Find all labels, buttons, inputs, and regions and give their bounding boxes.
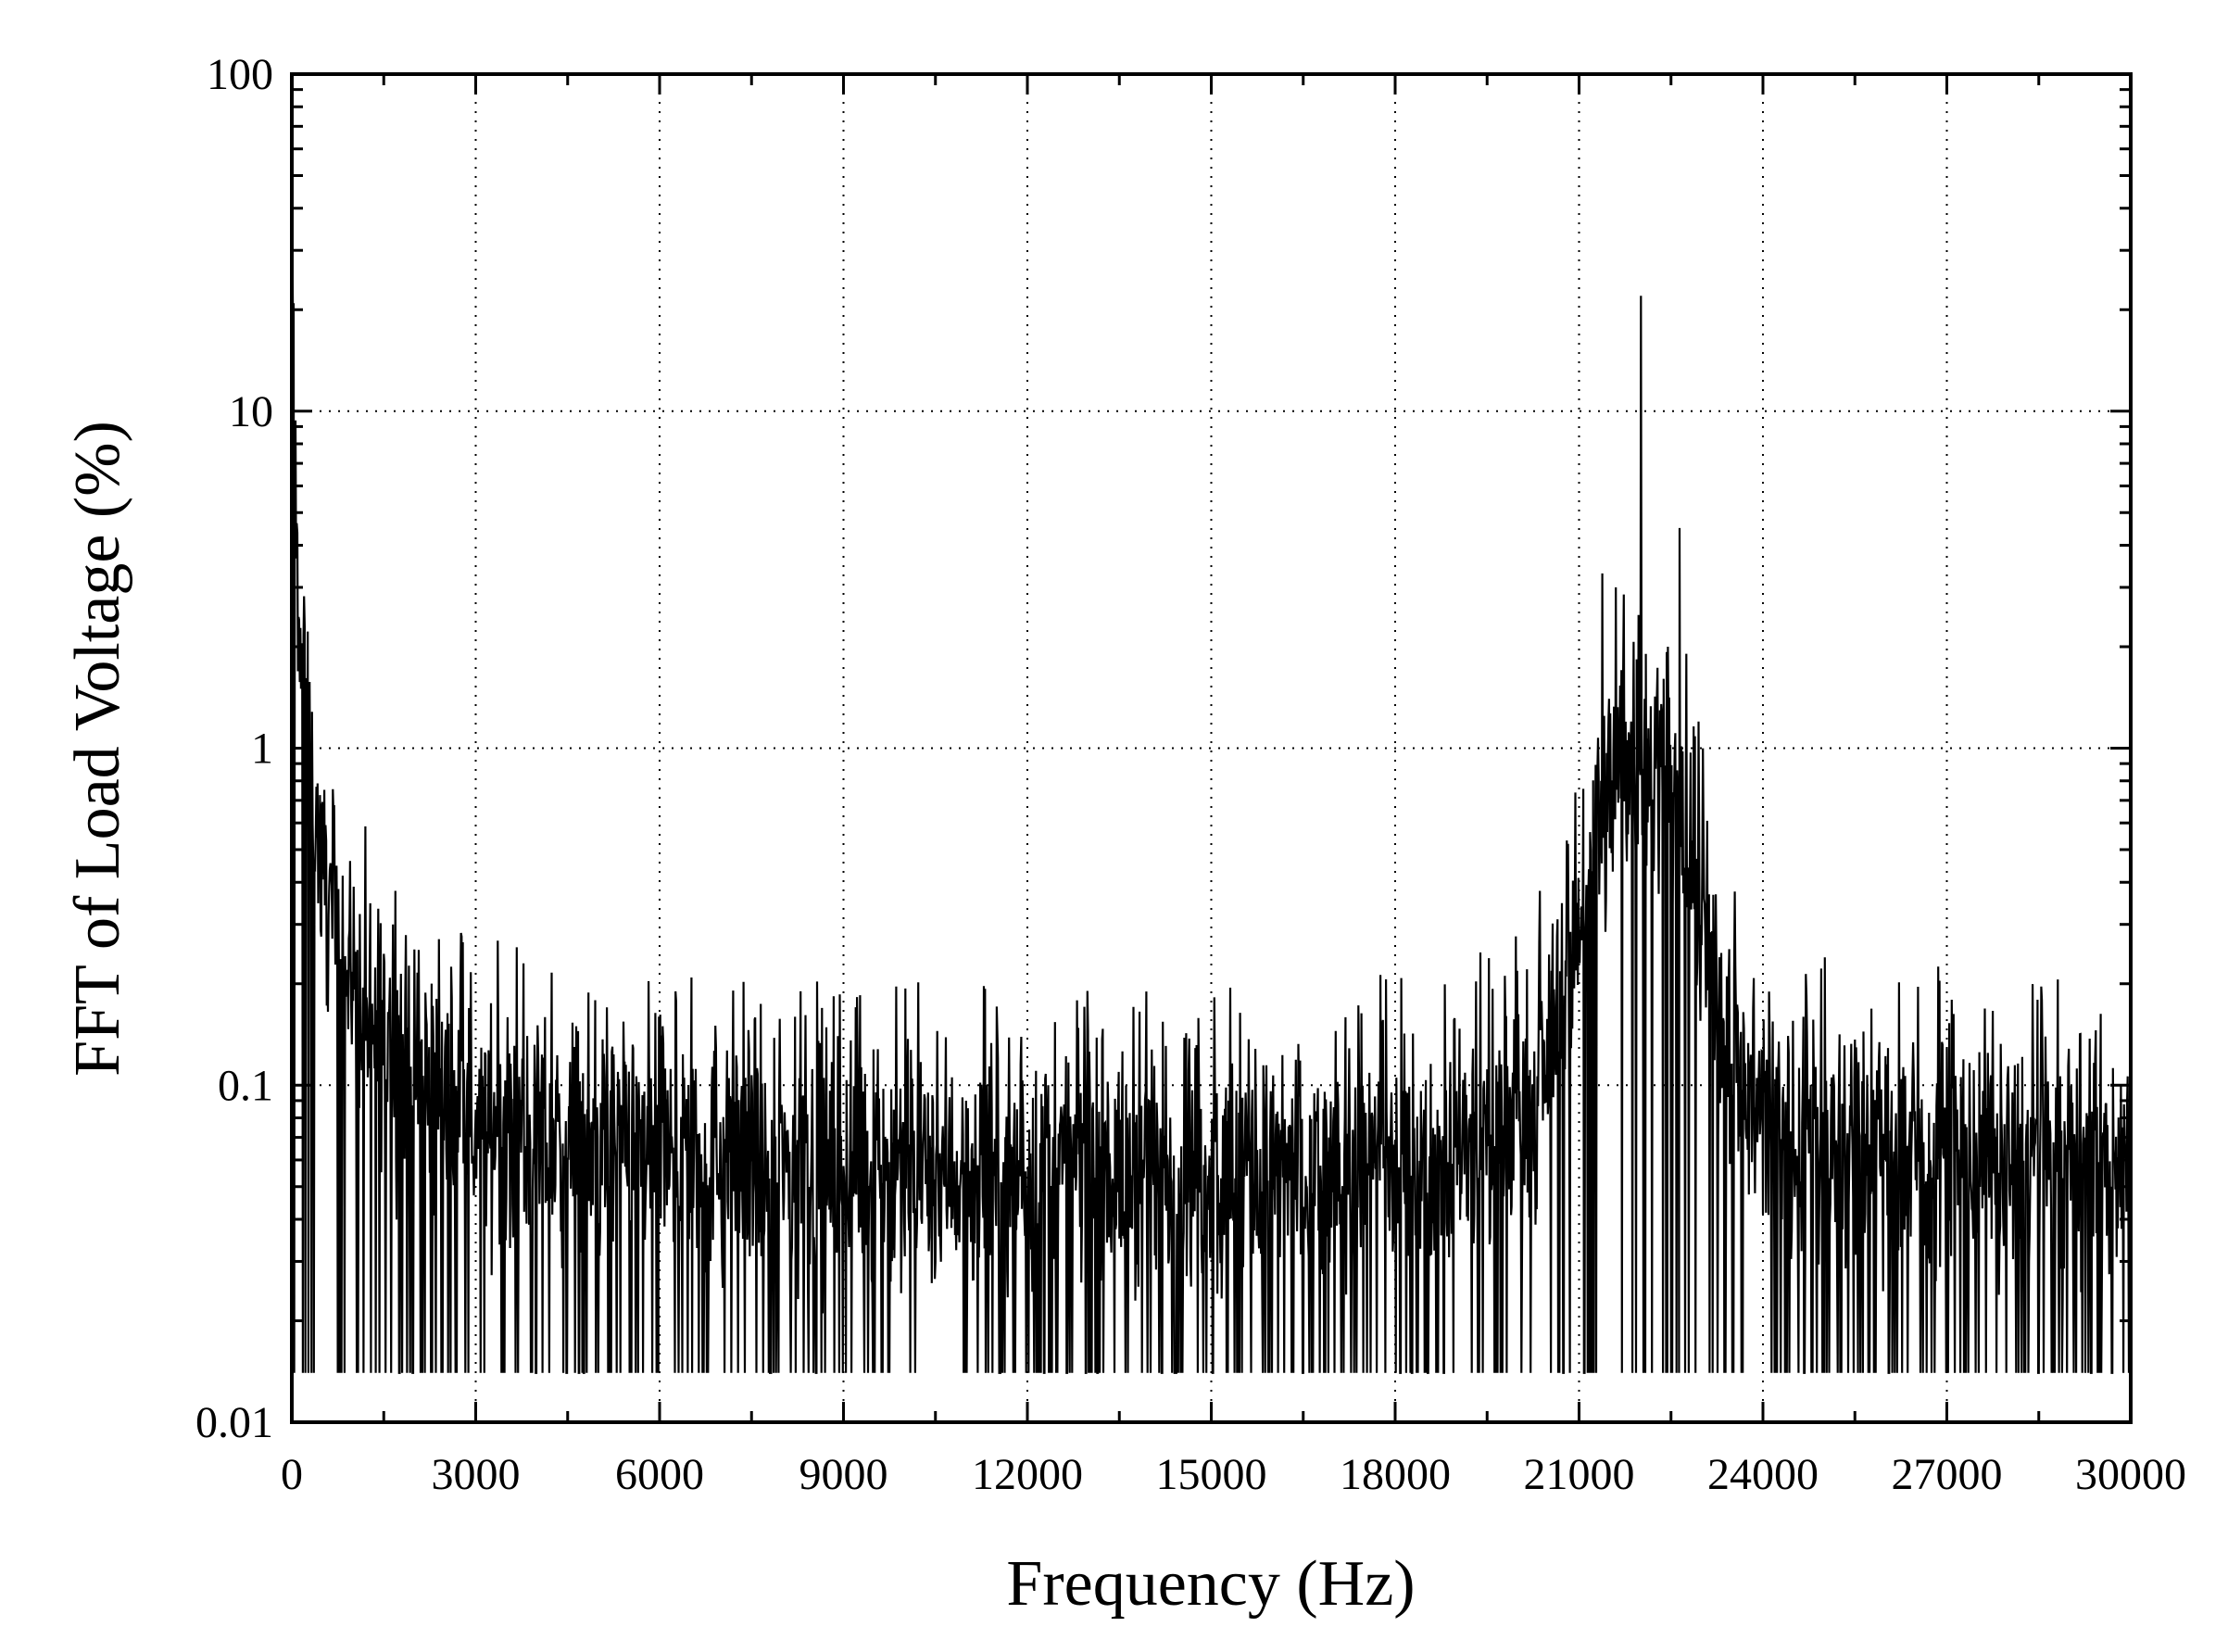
x-tick-label: 30000 xyxy=(2075,1450,2186,1499)
y-axis-title: FFT of Load Voltage (%) xyxy=(62,421,133,1077)
x-tick-label: 24000 xyxy=(1707,1450,1819,1499)
y-tick-label: 1 xyxy=(251,725,273,774)
x-tick-label: 0 xyxy=(281,1450,303,1499)
x-tick-label: 21000 xyxy=(1524,1450,1635,1499)
y-tick-label: 0.1 xyxy=(218,1061,273,1110)
spectrum-line xyxy=(291,249,2133,1374)
y-tick-label: 10 xyxy=(229,387,273,436)
y-axis: 0.01 0.1 1 10 100 xyxy=(195,50,2131,1447)
x-tick-label: 6000 xyxy=(615,1450,704,1499)
x-tick-label: 15000 xyxy=(1156,1450,1267,1499)
y-tick-label: 100 xyxy=(207,50,273,99)
x-tick-label: 9000 xyxy=(799,1450,888,1499)
x-tick-label: 3000 xyxy=(432,1450,521,1499)
x-tick-label: 12000 xyxy=(972,1450,1083,1499)
spectrum-series xyxy=(291,249,2133,1374)
x-tick-label: 18000 xyxy=(1340,1450,1451,1499)
x-tick-label: 27000 xyxy=(1892,1450,2003,1499)
x-axis-title: Frequency (Hz) xyxy=(1006,1548,1415,1620)
x-axis: 0 3000 6000 9000 12000 15000 18000 21000 24000 27… xyxy=(281,74,2186,1499)
y-tick-label: 0.01 xyxy=(195,1398,273,1447)
grid-lines xyxy=(292,74,2131,1422)
